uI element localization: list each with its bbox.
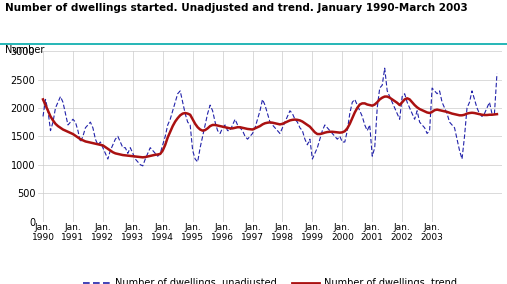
Number of dwellings, unadjusted <box>110 143 116 147</box>
Text: Number: Number <box>5 45 45 55</box>
Number of dwellings, unadjusted <box>40 115 46 118</box>
Legend: Number of dwellings, unadjusted, Number of dwellings, trend: Number of dwellings, unadjusted, Number … <box>79 274 461 284</box>
Number of dwellings, trend <box>110 151 116 154</box>
Number of dwellings, unadjusted <box>43 98 49 101</box>
Number of dwellings, trend <box>494 112 500 116</box>
Line: Number of dwellings, unadjusted: Number of dwellings, unadjusted <box>43 68 497 166</box>
Number of dwellings, unadjusted <box>382 66 388 70</box>
Number of dwellings, unadjusted <box>185 120 191 124</box>
Number of dwellings, unadjusted <box>140 164 146 168</box>
Number of dwellings, unadjusted <box>100 146 106 149</box>
Number of dwellings, trend <box>100 144 106 147</box>
Number of dwellings, trend <box>140 156 146 159</box>
Number of dwellings, unadjusted <box>272 126 278 130</box>
Text: Number of dwellings started. Unadjusted and trend. January 1990-March 2003: Number of dwellings started. Unadjusted … <box>5 3 468 13</box>
Number of dwellings, trend <box>185 112 191 115</box>
Number of dwellings, unadjusted <box>494 72 500 76</box>
Number of dwellings, unadjusted <box>237 126 243 130</box>
Number of dwellings, trend <box>237 126 243 129</box>
Number of dwellings, trend <box>43 103 49 107</box>
Number of dwellings, trend <box>382 95 388 98</box>
Line: Number of dwellings, trend: Number of dwellings, trend <box>43 97 497 157</box>
Number of dwellings, trend <box>40 98 46 101</box>
Number of dwellings, trend <box>272 122 278 125</box>
